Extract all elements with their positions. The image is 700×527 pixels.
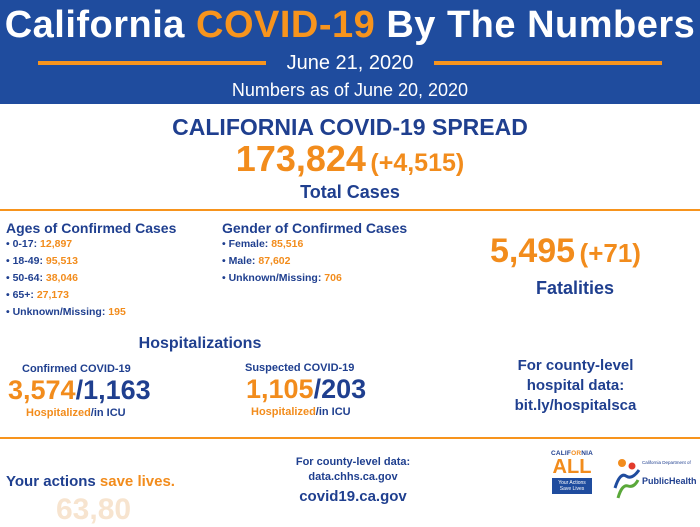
ghost-number: 63,80 bbox=[56, 493, 132, 526]
list-item: • Female: 85,516 bbox=[222, 238, 304, 250]
total-cases-increase: (+4,515) bbox=[370, 149, 465, 177]
gender-title: Gender of Confirmed Cases bbox=[222, 220, 408, 236]
list-item: • Unknown/Missing: 706 bbox=[222, 272, 342, 284]
suspected-numbers: 1,105/203 bbox=[246, 374, 367, 404]
fatalities-label: Fatalities bbox=[535, 278, 615, 298]
spread-title: CALIFORNIA COVID-19 SPREAD bbox=[172, 114, 528, 140]
actions-slogan: Your actions save lives. bbox=[6, 473, 175, 490]
list-item: • Unknown/Missing: 195 bbox=[6, 306, 126, 318]
ages-title: Ages of Confirmed Cases bbox=[6, 220, 177, 236]
all-tagline: Your Actions Save Lives bbox=[552, 478, 592, 494]
list-item: • 65+: 27,173 bbox=[6, 289, 69, 301]
county-data-link[interactable]: data.chhs.ca.gov bbox=[308, 471, 398, 483]
header-rule-right bbox=[434, 61, 662, 65]
divider bbox=[0, 209, 700, 211]
page-title: California COVID-19 By The Numbers bbox=[0, 4, 700, 47]
total-cases-label: Total Cases bbox=[300, 182, 400, 202]
numbers-as-of: Numbers as of June 20, 2020 bbox=[231, 80, 469, 100]
header-banner: California COVID-19 By The Numbers June … bbox=[0, 0, 700, 104]
title-highlight: COVID-19 bbox=[196, 4, 376, 46]
total-cases: 173,824 (+4,515) bbox=[0, 138, 700, 180]
hospital-data-link[interactable]: bit.ly/hospitalsca bbox=[514, 397, 637, 414]
fatalities-increase: (+71) bbox=[579, 238, 641, 268]
suspected-label: Suspected COVID-19 bbox=[245, 362, 355, 374]
title-part1: California bbox=[4, 4, 196, 46]
divider bbox=[0, 437, 700, 439]
fatalities-value: 5,495 bbox=[490, 232, 576, 270]
all-wordmark: ALL bbox=[552, 456, 592, 478]
ages-list: • 0-17: 12,897 • 18-49: 95,513 • 50-64: … bbox=[6, 236, 126, 321]
county-data-info: For county-level data: data.chhs.ca.gov bbox=[268, 455, 438, 485]
public-health-logo: California Department of PublicHealth bbox=[612, 454, 697, 510]
california-wordmark: CALIFORNIA bbox=[550, 450, 594, 457]
header-rule-left bbox=[38, 61, 266, 65]
website-link[interactable]: covid19.ca.gov bbox=[299, 488, 407, 505]
suspected-caption: Hospitalized/in ICU bbox=[251, 406, 351, 418]
list-item: • 18-49: 95,513 bbox=[6, 255, 78, 267]
list-item: • 50-64: 38,046 bbox=[6, 272, 78, 284]
public-health-icon bbox=[613, 459, 641, 499]
hospitalizations-title: Hospitalizations bbox=[138, 335, 262, 352]
title-part2: By The Numbers bbox=[375, 4, 696, 46]
county-hospital-info: For county-level hospital data: bit.ly/h… bbox=[488, 356, 663, 416]
public-health-wordmark: PublicHealth bbox=[642, 476, 697, 486]
confirmed-label: Confirmed COVID-19 bbox=[22, 363, 131, 375]
list-item: • 0-17: 12,897 bbox=[6, 238, 73, 250]
suspected-hospitalized: 1,105 bbox=[246, 374, 314, 404]
confirmed-numbers: 3,574/1,163 bbox=[8, 375, 151, 405]
gender-list: • Female: 85,516 • Male: 87,602 • Unknow… bbox=[222, 236, 342, 287]
confirmed-hospitalized: 3,574 bbox=[8, 375, 76, 405]
department-label: California Department of bbox=[642, 460, 691, 465]
list-item: • Male: 87,602 bbox=[222, 255, 291, 267]
fatalities: 5,495 (+71) bbox=[490, 232, 641, 271]
report-date: June 21, 2020 bbox=[286, 52, 414, 74]
confirmed-caption: Hospitalized/in ICU bbox=[26, 407, 126, 419]
suspected-icu: 203 bbox=[321, 374, 367, 404]
confirmed-icu: 1,163 bbox=[83, 375, 151, 405]
total-cases-value: 173,824 bbox=[235, 138, 366, 179]
california-all-logo: CALIFORNIA ALL Your Actions Save Lives bbox=[548, 450, 596, 510]
